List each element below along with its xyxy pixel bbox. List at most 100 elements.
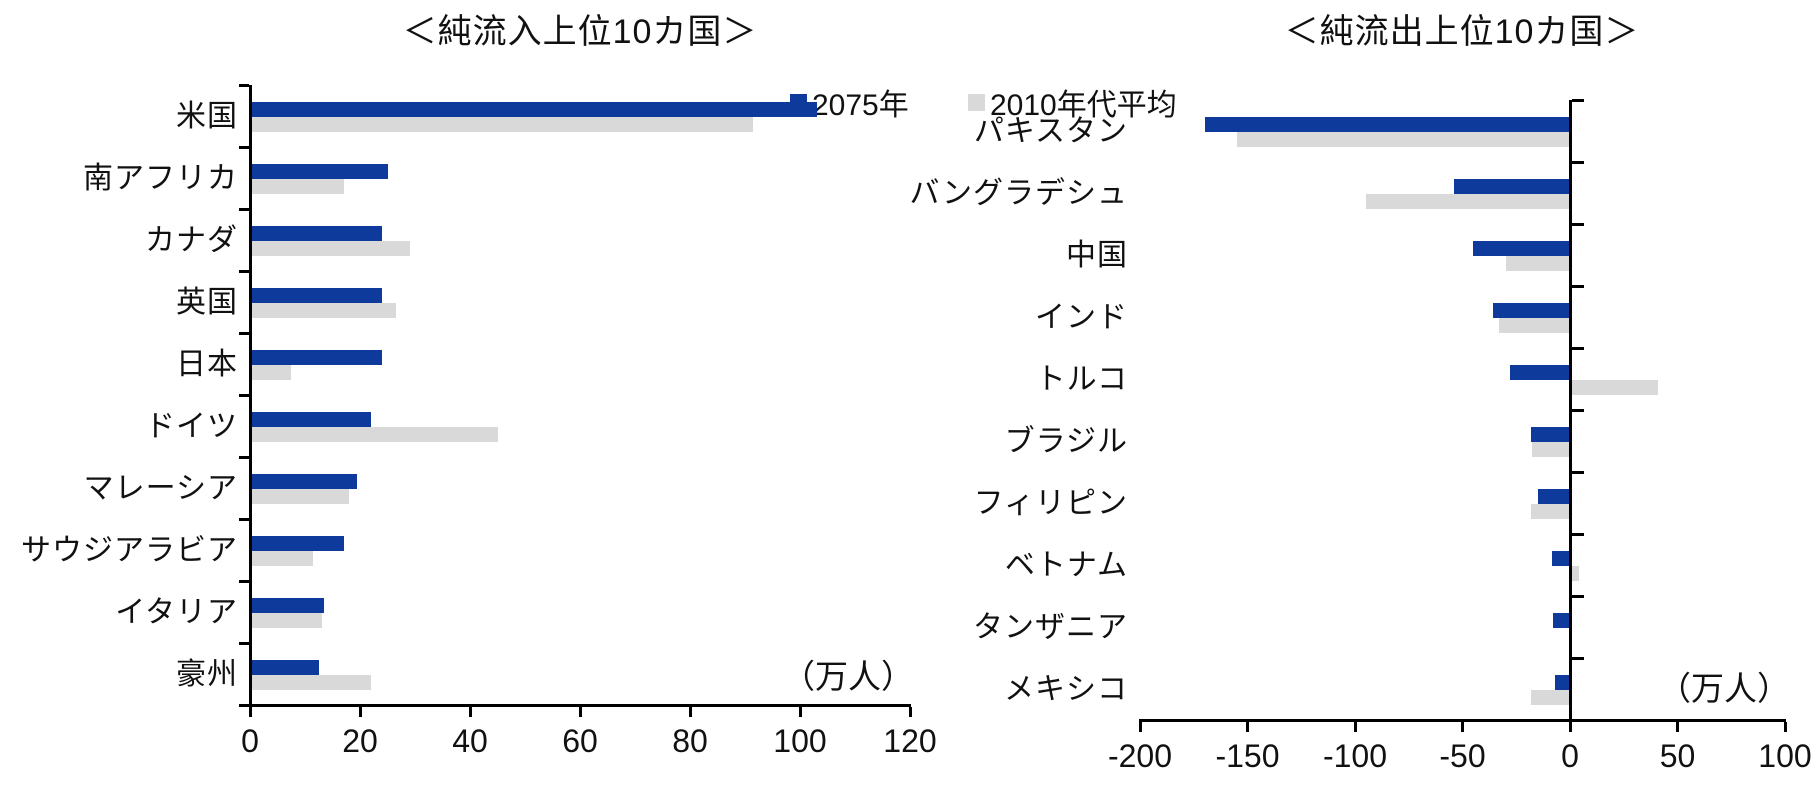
category-label: タンザニア [973, 611, 1128, 644]
x-tick-label: 100 [1758, 738, 1812, 774]
y-axis-line [248, 85, 252, 708]
category-axis-tick [1571, 718, 1584, 722]
bar-2075 [250, 102, 817, 117]
category-label: 米国 [176, 100, 238, 133]
category-label: 中国 [1066, 239, 1128, 272]
x-axis-tick [1783, 721, 1787, 732]
category-label: ベトナム [1004, 549, 1128, 582]
legend-swatch-2010s-avg-icon [968, 93, 985, 111]
bar-2010s-avg [1570, 380, 1659, 395]
category-axis-tick [238, 517, 249, 521]
x-axis-tick [688, 706, 692, 717]
x-tick-label: 0 [1561, 738, 1579, 774]
category-label: インド [1035, 301, 1128, 334]
bar-2075 [1492, 303, 1570, 318]
bar-2075 [250, 598, 325, 613]
category-axis-tick [238, 83, 249, 87]
bar-2010s-avg [1499, 318, 1570, 333]
legend-label: 2075年 [812, 89, 909, 122]
category-label: パキスタン [973, 115, 1128, 148]
bar-2010s-avg [250, 489, 349, 504]
x-axis-tick [468, 706, 472, 717]
category-axis-tick [1571, 222, 1584, 226]
bar-2010s-avg [250, 241, 410, 256]
x-axis-tick [358, 706, 362, 717]
bar-2075 [1552, 613, 1570, 628]
chart-title-net-inflow: ＜純流入上位10カ国＞ [402, 13, 758, 51]
category-label: 英国 [176, 286, 238, 319]
bar-2075 [250, 164, 388, 179]
x-axis-tick [798, 706, 802, 717]
category-axis-tick [238, 331, 249, 335]
x-tick-label: 120 [883, 723, 937, 759]
chart-title-net-outflow: ＜純流出上位10カ国＞ [1284, 13, 1640, 51]
bar-2010s-avg [250, 303, 396, 318]
x-axis-line [1139, 718, 1786, 722]
x-tick-label: -200 [1107, 738, 1173, 774]
bar-2010s-avg [1570, 566, 1579, 581]
x-axis-line [249, 703, 911, 707]
bar-2075 [1473, 241, 1570, 256]
bar-2010s-avg [1531, 504, 1570, 519]
bar-2010s-avg [1531, 690, 1570, 705]
category-axis-tick [238, 703, 249, 707]
category-axis-tick [238, 393, 249, 397]
bar-2010s-avg [1532, 442, 1570, 457]
category-axis-tick [1571, 656, 1584, 660]
x-axis-tick [1138, 721, 1142, 732]
bar-2075 [1537, 489, 1570, 504]
category-label: 日本 [176, 348, 238, 381]
bar-2010s-avg [250, 551, 314, 566]
unit-label: （万人） [1658, 670, 1790, 707]
x-axis-tick [1461, 721, 1464, 732]
bar-2075 [1509, 365, 1570, 380]
bar-2075 [1453, 179, 1570, 194]
category-axis-tick [1571, 594, 1584, 598]
x-axis-tick [1568, 721, 1572, 732]
bar-2010s-avg [1365, 194, 1570, 209]
category-axis-tick [238, 579, 249, 583]
x-tick-label: 50 [1659, 738, 1696, 774]
category-axis-tick [1571, 408, 1584, 412]
bar-2075 [250, 288, 382, 303]
x-axis-tick [1353, 721, 1357, 732]
bar-2010s-avg [250, 427, 498, 442]
bar-2075 [250, 412, 371, 427]
category-label: バングラデシュ [909, 177, 1128, 210]
category-axis-tick [1571, 470, 1584, 474]
x-tick-label: 0 [241, 723, 259, 759]
bar-2075 [250, 660, 319, 675]
category-label: メキシコ [1004, 673, 1128, 706]
category-axis-tick [1571, 346, 1584, 350]
bar-2075 [1554, 675, 1570, 690]
y-axis-line [1568, 100, 1572, 723]
legend-item-2010s-avg: 2010年代平均 [968, 80, 1177, 124]
bar-2075 [250, 474, 358, 489]
x-axis-tick [248, 706, 252, 717]
bar-2010s-avg [250, 117, 754, 132]
unit-label: （万人） [782, 658, 914, 695]
category-label: トルコ [1035, 363, 1128, 396]
x-tick-label: -100 [1322, 738, 1388, 774]
category-label: 南アフリカ [83, 162, 238, 195]
bar-2010s-avg [250, 365, 292, 380]
category-label: カナダ [145, 224, 238, 257]
bar-2010s-avg [1505, 256, 1570, 271]
bar-2010s-avg [250, 675, 371, 690]
x-tick-label: -50 [1439, 738, 1486, 774]
bar-2075 [250, 350, 382, 365]
category-axis-tick [238, 269, 249, 273]
category-axis-tick [1571, 284, 1584, 288]
category-axis-tick [238, 207, 249, 211]
x-axis-tick [578, 706, 582, 717]
category-label: マレーシア [83, 472, 238, 505]
x-tick-label: 80 [672, 723, 708, 759]
bar-2075 [1551, 551, 1570, 566]
bar-2075 [250, 536, 344, 551]
x-axis-tick [1246, 721, 1249, 732]
category-label: 豪州 [176, 658, 238, 691]
category-label: ブラジル [1004, 425, 1128, 458]
x-tick-label: 20 [342, 723, 378, 759]
bar-2075 [250, 226, 382, 241]
